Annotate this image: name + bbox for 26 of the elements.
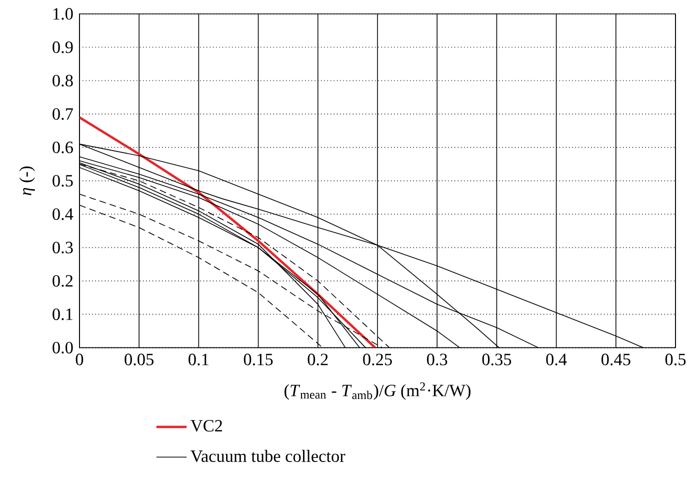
y-tick-label: 0.2 <box>52 275 73 287</box>
x-tick-label: 0.4 <box>546 354 567 366</box>
x-tick-label: 0.25 <box>363 354 392 366</box>
x-tick-label: 0.2 <box>308 354 328 366</box>
x-tick-label: 0.15 <box>244 354 273 366</box>
y-tick-label: 0.5 <box>52 175 73 187</box>
y-tick-label: 0.9 <box>52 42 73 54</box>
y-axis-title: η (-) <box>19 166 35 196</box>
y-tick-label: 0.0 <box>52 342 73 354</box>
x-tick-label: 0 <box>76 354 84 366</box>
y-tick-label: 0.7 <box>52 108 73 120</box>
x-tick-label: 0.3 <box>426 354 448 366</box>
y-tick-label: 0.1 <box>52 308 72 320</box>
x-tick-label: 0.45 <box>602 354 630 366</box>
x-tick-label: 0.5 <box>665 354 686 366</box>
y-tick-label: 0.4 <box>52 208 74 220</box>
y-tick-label: 0.6 <box>52 142 73 154</box>
y-tick-label: 1.0 <box>53 8 73 20</box>
legend-label: VC2 <box>190 420 222 432</box>
y-tick-label: 0.8 <box>52 74 73 87</box>
x-tick-label: 0.05 <box>124 354 154 366</box>
x-tick-label: 0.35 <box>482 354 512 366</box>
legend-label: Vacuum tube collector <box>190 450 346 462</box>
y-tick-label: 0.3 <box>52 242 73 254</box>
x-tick-label: 0.1 <box>188 354 208 366</box>
text: (T$_{mean}$ - T$_{amb}$)/G (m$^{2}$·K/W) <box>284 382 470 400</box>
